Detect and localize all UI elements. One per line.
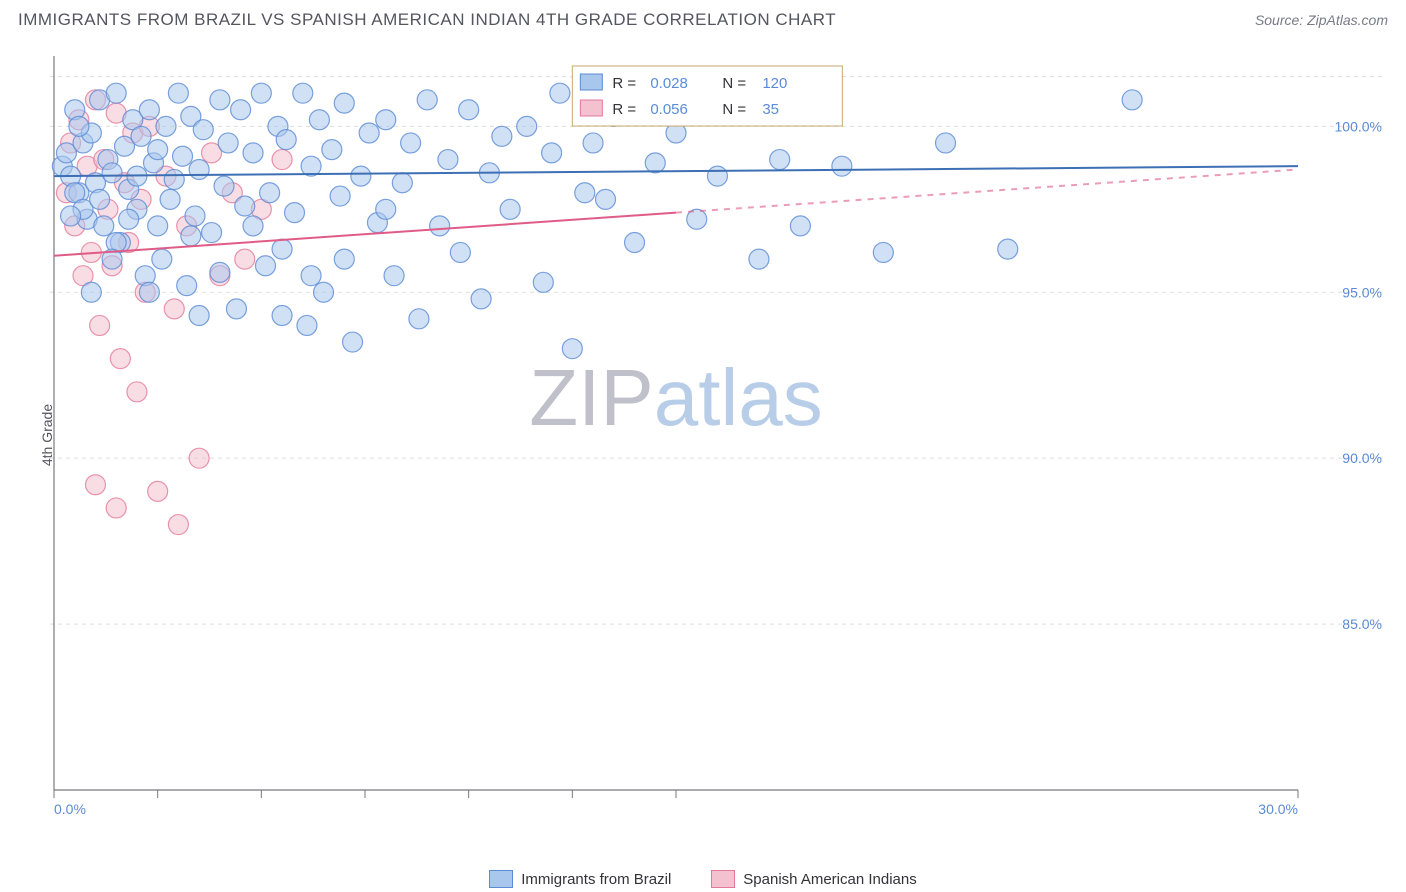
svg-text:30.0%: 30.0% — [1258, 801, 1298, 817]
svg-text:0.056: 0.056 — [650, 101, 688, 118]
legend-label: Immigrants from Brazil — [521, 871, 671, 888]
legend-swatch-icon — [489, 870, 513, 888]
legend-label: Spanish American Indians — [743, 871, 916, 888]
svg-text:R =: R = — [612, 101, 636, 118]
legend-item-brazil: Immigrants from Brazil — [489, 870, 671, 888]
svg-text:0.0%: 0.0% — [54, 801, 86, 817]
bottom-legend: Immigrants from Brazil Spanish American … — [0, 870, 1406, 888]
legend-swatch-icon — [711, 870, 735, 888]
svg-text:35: 35 — [762, 101, 779, 118]
scatter-chart: ZIPatlas R = 0.028 N = 120 R = 0.056 N = 35 85.0… — [48, 50, 1388, 820]
svg-text:N =: N = — [722, 75, 746, 92]
legend-item-spanish: Spanish American Indians — [711, 870, 916, 888]
svg-text:95.0%: 95.0% — [1342, 284, 1382, 300]
svg-text:90.0%: 90.0% — [1342, 450, 1382, 466]
svg-text:R =: R = — [612, 75, 636, 92]
svg-text:100.0%: 100.0% — [1335, 118, 1382, 134]
svg-text:85.0%: 85.0% — [1342, 616, 1382, 632]
svg-text:120: 120 — [762, 75, 787, 92]
chart-source: Source: ZipAtlas.com — [1255, 12, 1388, 28]
chart-header: IMMIGRANTS FROM BRAZIL VS SPANISH AMERIC… — [0, 0, 1406, 36]
plot-area: 4th Grade ZIPatlasR =0.028N =120R =0.056… — [48, 50, 1388, 820]
svg-text:ZIPatlas: ZIPatlas — [529, 353, 822, 442]
chart-title: IMMIGRANTS FROM BRAZIL VS SPANISH AMERIC… — [18, 10, 836, 30]
y-axis-label: 4th Grade — [39, 404, 55, 466]
svg-text:0.028: 0.028 — [650, 75, 688, 92]
svg-text:N =: N = — [722, 101, 746, 118]
